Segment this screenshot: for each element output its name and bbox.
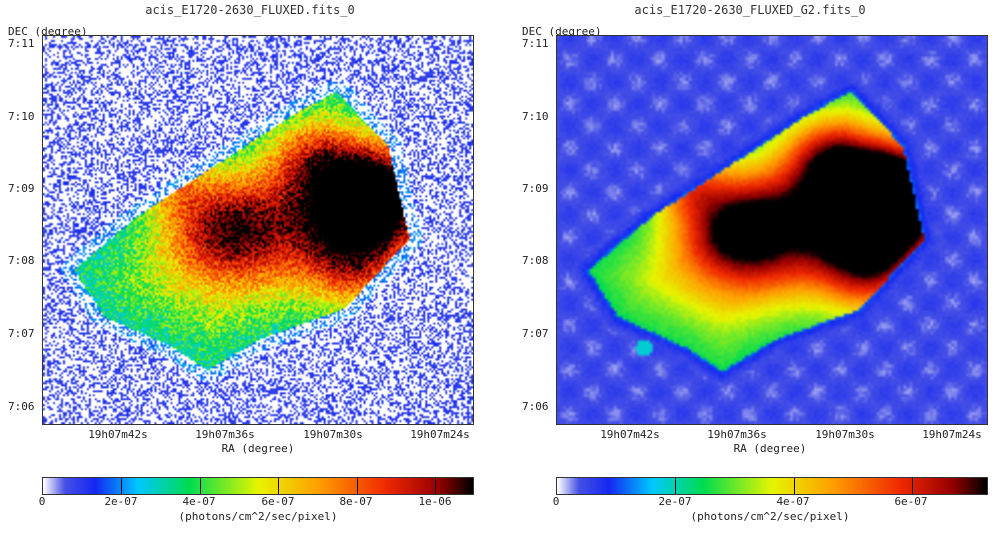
right-colorbar <box>556 477 988 495</box>
left-ytick: 7:08 <box>8 254 35 267</box>
right-dec-axis-label: DEC (degree) <box>522 25 602 38</box>
right-ytick: 7:09 <box>522 182 549 195</box>
left-image-frame[interactable] <box>42 35 474 425</box>
left-colorbar-gradient <box>43 478 473 494</box>
right-colorbar-unit: (photons/cm^2/sec/pixel) <box>690 510 850 523</box>
left-xtick: 19h07m30s <box>303 428 363 441</box>
right-colorbar-tick: 0 <box>552 495 560 508</box>
left-panel: acis_E1720-2630_FLUXED.fits_0 DEC (degre… <box>8 3 474 523</box>
left-colorbar-tick: 0 <box>38 495 46 508</box>
left-dec-axis-label: DEC (degree) <box>8 25 88 38</box>
right-smoothed-flux-image[interactable] <box>557 36 987 424</box>
left-panel-title: acis_E1720-2630_FLUXED.fits_0 <box>145 3 355 17</box>
left-ytick: 7:10 <box>8 110 35 123</box>
right-panel: acis_E1720-2630_FLUXED_G2.fits_0 DEC (de… <box>500 0 1000 548</box>
left-colorbar-tick: 6e-07 <box>261 495 295 508</box>
left-colorbar-unit: (photons/cm^2/sec/pixel) <box>178 510 338 523</box>
right-ra-axis-label: RA (degree) <box>733 442 807 455</box>
left-colorbar-tick-mark <box>357 478 358 494</box>
right-colorbar-gradient <box>557 478 987 494</box>
left-colorbar <box>42 477 474 495</box>
left-ytick: 7:09 <box>8 182 35 195</box>
right-ytick: 7:08 <box>522 254 549 267</box>
right-ytick: 7:10 <box>522 110 549 123</box>
left-colorbar-tick-mark <box>121 478 122 494</box>
left-ytick: 7:07 <box>8 327 35 340</box>
left-flux-image[interactable] <box>43 36 473 424</box>
left-xtick: 19h07m36s <box>195 428 255 441</box>
left-xtick: 19h07m24s <box>410 428 470 441</box>
right-ytick: 7:07 <box>522 327 549 340</box>
left-xtick: 19h07m42s <box>88 428 148 441</box>
right-colorbar-tick: 2e-07 <box>658 495 692 508</box>
right-colorbar-tick: 6e-07 <box>894 495 928 508</box>
right-xtick: 19h07m36s <box>707 428 767 441</box>
right-panel-title: acis_E1720-2630_FLUXED_G2.fits_0 <box>634 3 866 17</box>
right-image-frame[interactable] <box>556 35 988 425</box>
right-colorbar-tick-mark <box>675 478 676 494</box>
left-colorbar-tick-mark <box>435 478 436 494</box>
right-ytick: 7:11 <box>522 37 549 50</box>
left-colorbar-tick-mark <box>200 478 201 494</box>
right-xtick: 19h07m42s <box>600 428 660 441</box>
right-xtick: 19h07m24s <box>922 428 982 441</box>
right-colorbar-tick: 4e-07 <box>776 495 810 508</box>
left-ytick: 7:06 <box>8 400 35 413</box>
left-ra-axis-label: RA (degree) <box>221 442 295 455</box>
right-colorbar-tick-mark <box>912 478 913 494</box>
left-ytick: 7:11 <box>8 37 35 50</box>
left-colorbar-tick: 1e-06 <box>418 495 452 508</box>
left-colorbar-tick: 2e-07 <box>104 495 138 508</box>
left-colorbar-tick-mark <box>278 478 279 494</box>
right-ytick: 7:06 <box>522 400 549 413</box>
right-xtick: 19h07m30s <box>815 428 875 441</box>
right-colorbar-tick-mark <box>794 478 795 494</box>
left-colorbar-tick: 8e-07 <box>339 495 373 508</box>
left-colorbar-tick: 4e-07 <box>182 495 216 508</box>
